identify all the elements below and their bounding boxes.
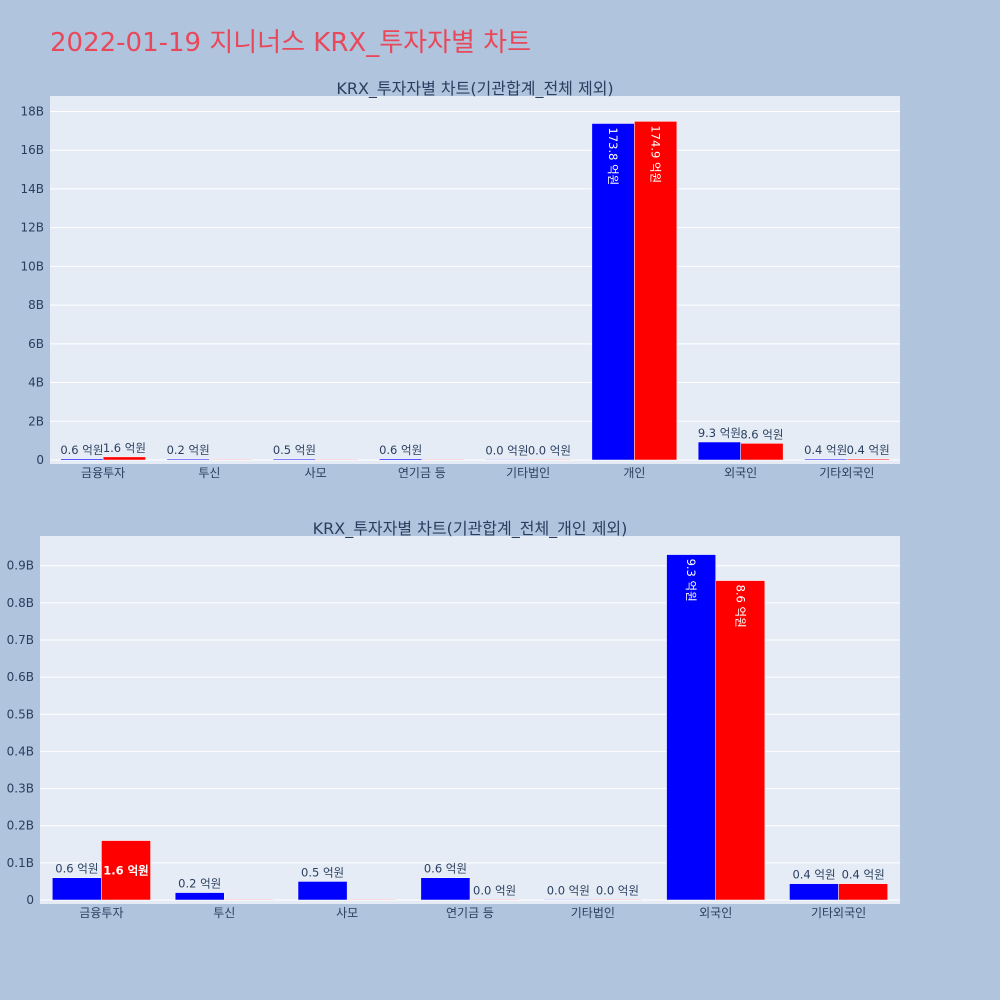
x-tick-label: 금융투자 bbox=[81, 466, 125, 480]
data-label: 0.4 억원 bbox=[842, 868, 885, 882]
data-label: 9.3 억원 bbox=[698, 426, 741, 440]
data-label: 1.6 억원 bbox=[103, 441, 146, 455]
y-tick-label: 18B bbox=[20, 104, 44, 118]
bar bbox=[846, 458, 890, 461]
y-tick-label: 0.8B bbox=[7, 596, 34, 610]
y-tick-label: 10B bbox=[20, 259, 44, 273]
bar bbox=[804, 458, 848, 461]
bar bbox=[166, 458, 210, 461]
y-tick-label: 0.9B bbox=[7, 559, 34, 573]
data-label: 0.4 억원 bbox=[792, 868, 835, 882]
x-tick-label: 연기금 등 bbox=[446, 906, 494, 920]
bar bbox=[592, 899, 643, 901]
bar bbox=[346, 899, 397, 901]
y-tick-label: 0.7B bbox=[7, 633, 34, 647]
bar bbox=[789, 883, 839, 901]
data-label: 0.0 억원 bbox=[485, 443, 528, 457]
y-tick-label: 0.3B bbox=[7, 782, 34, 796]
x-tick-label: 기타법인 bbox=[506, 466, 550, 480]
data-label: 174.9 억원 bbox=[649, 125, 663, 183]
bar bbox=[174, 892, 225, 901]
y-tick-label: 0 bbox=[36, 453, 44, 467]
data-label: 0.4 억원 bbox=[804, 443, 847, 457]
x-tick-label: 기타외국인 bbox=[819, 466, 874, 480]
y-tick-label: 6B bbox=[28, 337, 44, 351]
bar bbox=[379, 458, 423, 461]
x-tick-label: 외국인 bbox=[699, 906, 732, 920]
data-label: 0.6 억원 bbox=[55, 862, 98, 876]
data-label: 0.2 억원 bbox=[178, 877, 221, 891]
data-label: 8.6 억원 bbox=[733, 585, 747, 628]
y-tick-label: 0.4B bbox=[7, 744, 34, 758]
y-tick-label: 8B bbox=[28, 298, 44, 312]
chart-title: KRX_투자자별 차트(기관합계_전체 제외) bbox=[336, 79, 613, 99]
x-tick-label: 연기금 등 bbox=[398, 466, 446, 480]
x-tick-label: 기타법인 bbox=[571, 906, 615, 920]
bar bbox=[52, 877, 102, 901]
bar bbox=[838, 883, 888, 901]
data-label: 0.5 억원 bbox=[273, 443, 316, 457]
bar bbox=[485, 459, 529, 461]
data-label: 9.3 억원 bbox=[684, 559, 698, 602]
data-label: 0.0 억원 bbox=[596, 883, 639, 897]
bar bbox=[102, 456, 146, 461]
bar bbox=[272, 458, 316, 461]
y-tick-label: 14B bbox=[20, 182, 44, 196]
y-tick-label: 0.1B bbox=[7, 856, 34, 870]
bar bbox=[421, 459, 465, 461]
page-title: 2022-01-19 지니너스 KRX_투자자별 차트 bbox=[50, 28, 532, 58]
data-label: 0.6 억원 bbox=[379, 443, 422, 457]
x-tick-label: 개인 bbox=[623, 466, 645, 480]
y-tick-label: 0.5B bbox=[7, 707, 34, 721]
y-tick-label: 12B bbox=[20, 221, 44, 235]
plot-area bbox=[40, 536, 900, 904]
chart-top: 0 2B 4B 6B 8B 10B 12B 14B 16B 18B KRX_투자자별 차트(기관합계… bbox=[20, 79, 900, 480]
bar bbox=[224, 899, 274, 901]
y-tick-label: 4B bbox=[28, 376, 44, 390]
x-tick-label: 사모 bbox=[336, 906, 358, 920]
data-label: 0.5 억원 bbox=[301, 865, 344, 879]
bar bbox=[740, 443, 784, 461]
bar bbox=[634, 121, 678, 461]
x-tick-label: 기타외국인 bbox=[811, 906, 866, 920]
data-label: 0.0 억원 bbox=[473, 883, 516, 897]
data-label: 0.0 억원 bbox=[547, 883, 590, 897]
bar bbox=[543, 899, 594, 901]
bar bbox=[666, 554, 716, 901]
bar bbox=[297, 881, 348, 901]
x-tick-label: 사모 bbox=[305, 466, 327, 480]
chart-bottom: 0 0.1B 0.2B 0.3B 0.4B 0.5B 0.6B 0.7B 0.8B 0.9B KRX… bbox=[7, 519, 900, 920]
bar bbox=[527, 459, 571, 461]
data-label: 1.6 억원 bbox=[103, 863, 149, 877]
y-tick-label: 0.2B bbox=[7, 819, 34, 833]
data-label: 0.4 억원 bbox=[847, 443, 890, 457]
x-tick-label: 투신 bbox=[198, 466, 220, 480]
bar bbox=[697, 441, 741, 461]
data-label: 0.6 억원 bbox=[60, 443, 103, 457]
bar bbox=[315, 459, 359, 461]
data-label: 0.0 억원 bbox=[528, 443, 571, 457]
bar bbox=[715, 580, 766, 901]
bar bbox=[101, 840, 151, 901]
bar bbox=[420, 877, 471, 901]
data-label: 8.6 억원 bbox=[740, 427, 783, 441]
chart-title: KRX_투자자별 차트(기관합계_전체_개인 제외) bbox=[313, 519, 628, 539]
y-tick-label: 0.6B bbox=[7, 670, 34, 684]
y-tick-label: 0 bbox=[26, 893, 34, 907]
x-tick-label: 외국인 bbox=[724, 466, 757, 480]
y-tick-label: 16B bbox=[20, 143, 44, 157]
plot-area bbox=[50, 96, 900, 464]
bar bbox=[60, 458, 104, 461]
bar bbox=[469, 899, 520, 901]
x-tick-label: 투신 bbox=[213, 906, 235, 920]
data-label: 173.8 억원 bbox=[606, 127, 620, 185]
data-label: 0.6 억원 bbox=[424, 862, 467, 876]
bar bbox=[209, 459, 253, 461]
bar bbox=[591, 123, 635, 461]
x-tick-label: 금융투자 bbox=[79, 906, 123, 920]
y-tick-label: 2B bbox=[28, 414, 44, 428]
data-label: 0.2 억원 bbox=[167, 443, 210, 457]
